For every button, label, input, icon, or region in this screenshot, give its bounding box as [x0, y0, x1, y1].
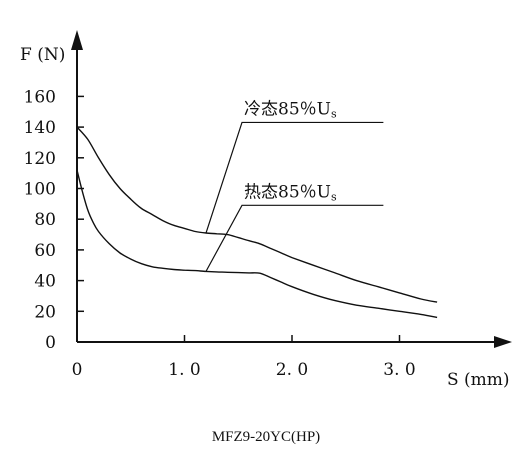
annotation-hot-leader — [205, 204, 384, 272]
annotation-layer: 冷态85％Us 热态85％Us — [205, 99, 384, 272]
x-axis-title: S (mm) — [447, 370, 510, 390]
y-tick-label: 160 — [24, 87, 56, 107]
axes — [71, 30, 512, 348]
y-tick-label: 0 — [45, 333, 56, 353]
axis-ticks: 0 20 40 60 80 100 120 140 160 0 1. 0 2. 0 3. 0 — [24, 87, 416, 380]
series-layer — [76, 126, 438, 319]
x-tick-label: 3. 0 — [383, 360, 415, 380]
y-axis-arrow — [71, 30, 83, 50]
figure-caption: MFZ9-20YC(HP) — [212, 429, 320, 445]
x-tick-label: 1. 0 — [168, 360, 200, 380]
annotation-hot-label: 热态85％Us — [244, 182, 337, 203]
x-axis-arrow — [494, 336, 512, 348]
y-tick-label: 80 — [34, 210, 56, 230]
y-tick-label: 60 — [34, 241, 56, 261]
series-line-hot — [76, 169, 438, 319]
annotation-cold-leader — [205, 121, 384, 234]
annotation-cold-label: 冷态85％Us — [244, 99, 337, 120]
y-tick-label: 100 — [24, 180, 56, 200]
x-tick-label: 0 — [72, 360, 83, 380]
x-tick-label: 2. 0 — [276, 360, 308, 380]
y-tick-label: 20 — [34, 302, 56, 322]
y-tick-label: 120 — [24, 149, 56, 169]
series-line-cold — [76, 126, 438, 303]
y-axis-title: F (N) — [20, 45, 65, 65]
y-tick-label: 140 — [24, 118, 56, 138]
y-tick-label: 40 — [34, 272, 56, 292]
